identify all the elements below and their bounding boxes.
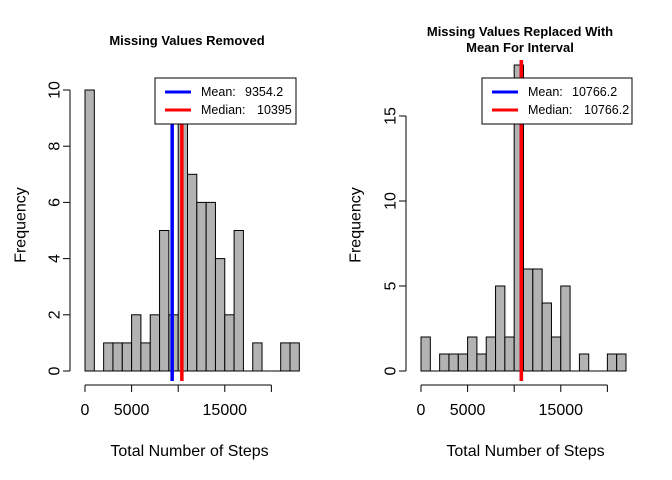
- histogram-bar: [550, 336, 562, 372]
- histogram-bar: [439, 353, 450, 372]
- legend-value: 10766.2: [584, 103, 629, 117]
- histogram-bar: [485, 336, 497, 372]
- y-tick-label: 0: [383, 366, 400, 375]
- legend-value: 9354.2: [245, 85, 283, 99]
- histogram-bar: [140, 342, 151, 372]
- histogram-bar: [495, 285, 506, 372]
- histogram-bar: [578, 353, 590, 372]
- histogram-bar: [196, 201, 207, 372]
- histogram-bar: [149, 314, 161, 372]
- histogram-bar: [420, 336, 431, 372]
- histogram-bar: [205, 201, 216, 372]
- y-tick-label: 10: [383, 192, 400, 210]
- histogram-bar: [159, 230, 170, 372]
- y-axis-label: Frequency: [348, 187, 365, 263]
- y-tick-label: 5: [383, 281, 400, 290]
- legend-label: Mean:: [201, 85, 236, 99]
- histogram-bar: [532, 268, 543, 372]
- histogram-bar: [448, 353, 459, 372]
- legend-label: Median:: [201, 103, 245, 117]
- histogram-bar: [467, 336, 478, 372]
- legend-value: 10395: [257, 103, 292, 117]
- y-tick-label: 2: [47, 310, 64, 319]
- histogram-bar: [84, 89, 95, 372]
- x-tick-label: 5000: [450, 402, 486, 419]
- histogram-bar: [523, 268, 534, 372]
- chart-title: Mean For Interval: [466, 40, 574, 55]
- histogram-bar: [616, 353, 627, 372]
- histogram-bar: [289, 342, 300, 372]
- histogram-bar: [233, 230, 244, 372]
- legend-box: [481, 77, 633, 125]
- histogram-bar: [606, 353, 618, 372]
- legend-label: Median:: [528, 103, 572, 117]
- histogram-bar: [541, 302, 552, 372]
- y-axis-label: Frequency: [13, 187, 30, 263]
- histogram-bar: [476, 353, 487, 372]
- histogram-bar: [513, 64, 525, 372]
- x-axis-label: Total Number of Steps: [110, 443, 268, 460]
- y-tick-label: 10: [47, 81, 64, 99]
- x-tick-label: 15000: [203, 402, 248, 419]
- histogram-bar: [112, 342, 123, 372]
- histogram-bar: [280, 342, 291, 372]
- histogram-bar: [214, 258, 226, 372]
- y-tick-label: 15: [383, 107, 400, 125]
- x-tick-label: 15000: [539, 402, 584, 419]
- histogram-bar: [457, 353, 469, 372]
- chart-title: Missing Values Removed: [109, 33, 264, 48]
- histogram-bar: [224, 314, 235, 372]
- y-tick-label: 8: [47, 142, 64, 151]
- histogram-bar: [187, 173, 198, 372]
- histogram-bar: [103, 342, 114, 372]
- x-tick-label: 5000: [114, 402, 150, 419]
- x-axis-label: Total Number of Steps: [446, 443, 604, 460]
- histogram-bar: [252, 342, 263, 372]
- chart-panel-1: Missing Values Removed 0 2 4 6 8 10 0 5000 15000 T…: [13, 33, 300, 460]
- histogram-bar: [131, 314, 142, 372]
- histogram-bar: [560, 285, 571, 372]
- x-tick-label: 0: [81, 402, 90, 419]
- legend-label: Mean:: [528, 85, 563, 99]
- y-tick-label: 6: [47, 198, 64, 207]
- histogram-bar: [121, 342, 133, 372]
- y-tick-label: 4: [47, 254, 64, 263]
- x-tick-label: 0: [417, 402, 426, 419]
- chart-title: Missing Values Replaced With: [427, 24, 613, 39]
- legend-box: [154, 77, 297, 125]
- histogram-bar: [504, 336, 515, 372]
- y-tick-label: 0: [47, 366, 64, 375]
- legend-value: 10766.2: [572, 85, 617, 99]
